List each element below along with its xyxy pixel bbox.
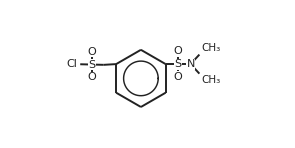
Text: Cl: Cl xyxy=(67,59,78,69)
Text: O: O xyxy=(87,47,96,57)
Text: N: N xyxy=(186,59,195,69)
Text: O: O xyxy=(174,72,183,82)
Text: O: O xyxy=(87,72,96,82)
Text: O: O xyxy=(174,46,183,56)
Text: S: S xyxy=(175,59,182,69)
Text: S: S xyxy=(88,59,95,70)
Text: CH₃: CH₃ xyxy=(201,75,220,85)
Text: CH₃: CH₃ xyxy=(201,43,220,53)
